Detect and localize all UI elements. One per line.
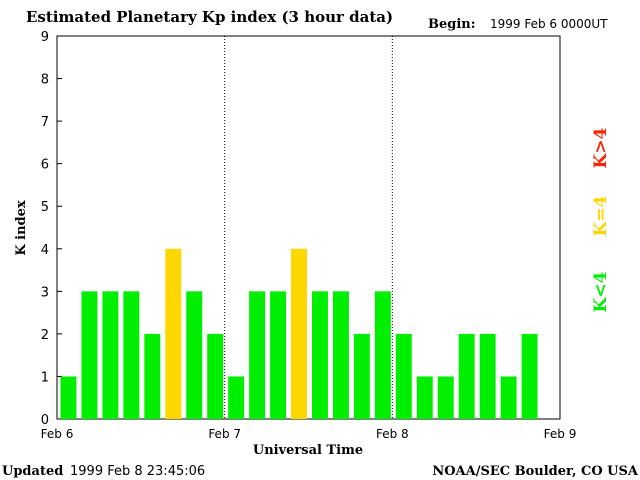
kp-bar [395, 333, 412, 419]
y-tick-label: 6 [41, 158, 49, 173]
plot-area: 0 1 2 3 4 5 6 7 8 9 Feb 6 Feb 7 Feb 8 Feb 9 [41, 30, 577, 441]
kp-bar [521, 333, 538, 419]
kp-bar [270, 291, 287, 419]
kp-bar [102, 291, 119, 419]
source-credit: NOAA/SEC Boulder, CO USA [432, 464, 639, 479]
x-tick-label: Feb 7 [208, 427, 241, 441]
y-tick-label: 2 [41, 328, 49, 343]
chart-title: Estimated Planetary Kp index (3 hour dat… [26, 8, 393, 26]
kp-bar [312, 291, 328, 419]
x-tick-label: Feb 8 [376, 427, 409, 441]
kp-bar [186, 291, 203, 419]
y-tick-label: 4 [41, 243, 49, 258]
legend-entry: K=4 [591, 195, 611, 236]
legend: K<4 K=4 K>4 [591, 127, 611, 312]
y-tick-label: 1 [41, 370, 49, 385]
x-tick-label: Feb 6 [41, 427, 74, 441]
kp-bar [207, 333, 224, 419]
updated-value: 1999 Feb 8 23:45:06 [70, 464, 205, 479]
y-tick-label: 3 [41, 285, 49, 300]
updated-label: Updated [2, 464, 63, 479]
y-tick-label: 8 [41, 73, 49, 88]
plot-frame [56, 35, 561, 420]
kp-bar [60, 376, 77, 419]
begin-label: Begin: [428, 17, 476, 32]
begin-value: 1999 Feb 6 0000UT [490, 17, 608, 31]
kp-bar [291, 248, 307, 419]
legend-entry: K>4 [591, 127, 611, 168]
kp-bar [249, 291, 266, 419]
kp-bar [144, 333, 161, 419]
y-tick-label: 7 [41, 115, 49, 130]
kp-bar [165, 248, 182, 419]
kp-bar [500, 376, 517, 419]
kp-bar [353, 333, 370, 419]
kp-bar [123, 291, 140, 419]
kp-bar [374, 291, 391, 419]
kp-bar [437, 376, 454, 419]
kp-bar [479, 333, 496, 419]
kp-bar [416, 376, 433, 419]
y-tick-label: 5 [41, 200, 49, 215]
x-tick-label: Feb 9 [544, 427, 577, 441]
y-tick-label: 0 [41, 413, 49, 428]
kp-bar [81, 291, 98, 419]
kp-bar [228, 376, 245, 419]
kp-bar [458, 333, 475, 419]
kp-bar [332, 291, 349, 419]
legend-entry: K<4 [591, 271, 611, 312]
x-axis-label: Universal Time [253, 443, 363, 458]
y-tick-label: 9 [41, 30, 49, 45]
y-axis-label: K index [14, 200, 29, 256]
